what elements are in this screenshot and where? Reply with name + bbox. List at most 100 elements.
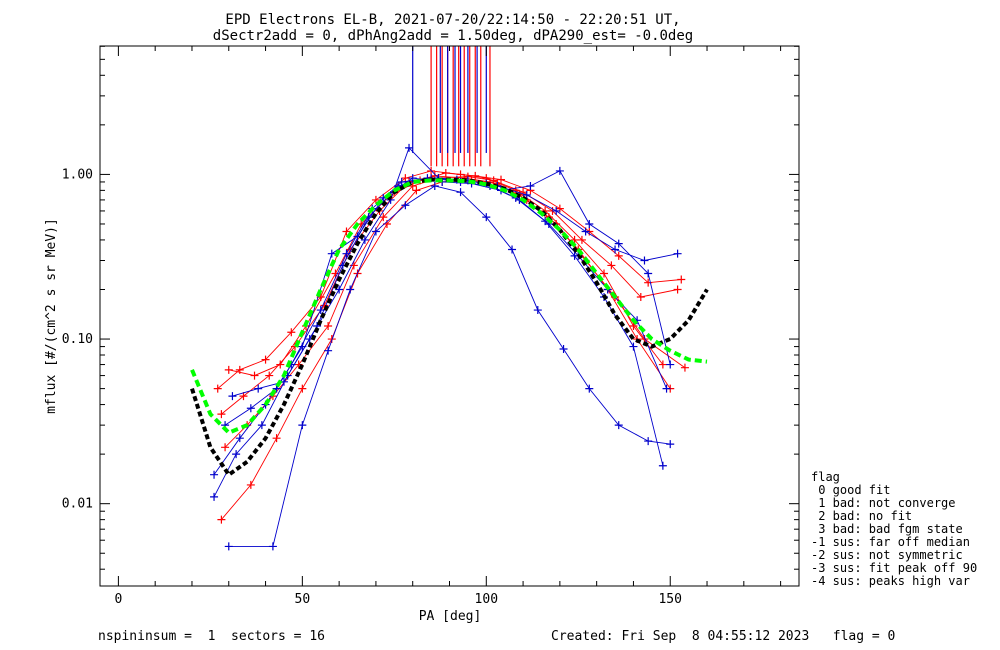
data-point-red: [276, 360, 285, 369]
data-point-blue: [405, 143, 414, 152]
data-point-blue: [666, 360, 675, 369]
data-point-red: [224, 365, 233, 374]
data-point-red: [213, 384, 222, 393]
x-tick-label: 0: [114, 592, 122, 607]
data-point-blue: [401, 201, 410, 210]
series-line-blue: [232, 146, 678, 397]
data-point-blue: [371, 227, 380, 236]
data-point-blue: [224, 542, 233, 551]
flag-legend-entry: -3 sus: fit peak off 90: [811, 561, 977, 575]
data-point-red: [261, 355, 270, 364]
data-point-blue: [673, 249, 682, 258]
y-tick-label: 0.10: [62, 332, 93, 347]
data-point-blue: [298, 342, 307, 351]
data-point-red: [607, 261, 616, 270]
chart-title-line-1: EPD Electrons EL-B, 2021-07-20/22:14:50 …: [225, 12, 680, 28]
flag-legend-entry: 3 bad: bad fgm state: [811, 522, 963, 536]
data-point-blue: [246, 404, 255, 413]
fit-curve-green: [190, 178, 708, 436]
data-point-red: [272, 434, 281, 443]
data-point-red: [265, 371, 274, 380]
data-point-blue: [232, 450, 241, 459]
chart-title-line-2: dSectr2add = 0, dPhAng2add = 1.50deg, dP…: [213, 28, 693, 44]
data-point-red: [221, 443, 230, 452]
series-line-blue: [213, 177, 664, 498]
flag-legend-entry: -2 sus: not symmetric: [811, 548, 963, 562]
data-point-blue: [210, 492, 219, 501]
data-point-blue: [555, 166, 564, 175]
data-point-blue: [629, 342, 638, 351]
flag-legend: flag 0 good fit 1 bad: not converge 2 ba…: [811, 470, 977, 588]
data-point-red: [441, 168, 450, 177]
data-point-blue: [324, 346, 333, 355]
data-point-blue: [235, 434, 244, 443]
footer-left: nspininsum = 1 sectors = 16: [98, 629, 325, 644]
y-axis-label: mflux [#/(cm^2 s sr MeV)]: [44, 218, 59, 414]
data-point-blue: [327, 249, 336, 258]
data-point-blue: [640, 256, 649, 265]
data-point-red: [497, 175, 506, 184]
y-tick-label: 1.00: [62, 167, 93, 182]
axis-layer: 0 50 100 150 0.01 0.10 1.00: [62, 45, 799, 607]
data-point-red: [680, 363, 689, 372]
data-point-blue: [316, 306, 325, 315]
x-tick-label: 50: [295, 592, 311, 607]
data-point-red: [677, 275, 686, 284]
data-point-blue: [360, 235, 369, 244]
data-point-blue: [508, 245, 517, 254]
data-point-red: [408, 182, 417, 191]
data-point-red: [379, 213, 388, 222]
data-point-blue: [658, 461, 667, 470]
y-tick-label: 0.01: [62, 497, 93, 512]
data-point-red: [636, 293, 645, 302]
data-layer: [190, 46, 709, 551]
plot-frame: [99, 45, 800, 587]
data-point-blue: [342, 249, 351, 258]
data-point-red: [217, 410, 226, 419]
data-point-blue: [559, 345, 568, 354]
footer-right: Created: Fri Sep 8 04:55:12 2023 flag = …: [551, 629, 895, 644]
data-point-blue: [614, 421, 623, 430]
data-point-blue: [644, 437, 653, 446]
data-point-blue: [397, 177, 406, 186]
data-point-red: [239, 392, 248, 401]
data-point-blue: [210, 470, 219, 479]
data-point-red: [217, 515, 226, 524]
data-point-blue: [268, 542, 277, 551]
data-point-blue: [526, 182, 535, 191]
data-point-blue: [533, 306, 542, 315]
data-point-blue: [585, 219, 594, 228]
data-point-red: [401, 174, 410, 183]
series-line-blue: [228, 185, 671, 547]
data-point-blue: [644, 269, 653, 278]
flag-legend-entry: -4 sus: peaks high var: [811, 574, 970, 588]
data-point-red: [246, 480, 255, 489]
flag-legend-title: flag: [811, 470, 840, 484]
data-point-red: [614, 251, 623, 260]
data-point-blue: [585, 384, 594, 393]
data-point-red: [412, 186, 421, 195]
data-point-red: [250, 371, 259, 380]
flag-legend-entry: 1 bad: not converge: [811, 496, 956, 510]
data-point-blue: [614, 239, 623, 248]
x-axis-label: PA [deg]: [419, 609, 482, 624]
data-point-red: [371, 195, 380, 204]
data-point-blue: [482, 213, 491, 222]
series-line-red: [217, 170, 664, 389]
flag-legend-entry: -1 sus: far off median: [811, 535, 970, 549]
data-point-blue: [346, 285, 355, 294]
data-point-red: [471, 171, 480, 180]
data-point-blue: [408, 174, 417, 183]
x-tick-label: 150: [658, 592, 681, 607]
data-point-red: [658, 360, 667, 369]
data-point-red: [673, 285, 682, 294]
data-point-blue: [254, 384, 263, 393]
data-point-blue: [611, 245, 620, 254]
data-point-red: [349, 261, 358, 270]
data-point-blue: [430, 182, 439, 191]
x-tick-label: 100: [475, 592, 498, 607]
data-point-blue: [662, 384, 671, 393]
flag-legend-entry: 0 good fit: [811, 483, 890, 497]
data-point-red: [287, 328, 296, 337]
data-point-red: [298, 384, 307, 393]
